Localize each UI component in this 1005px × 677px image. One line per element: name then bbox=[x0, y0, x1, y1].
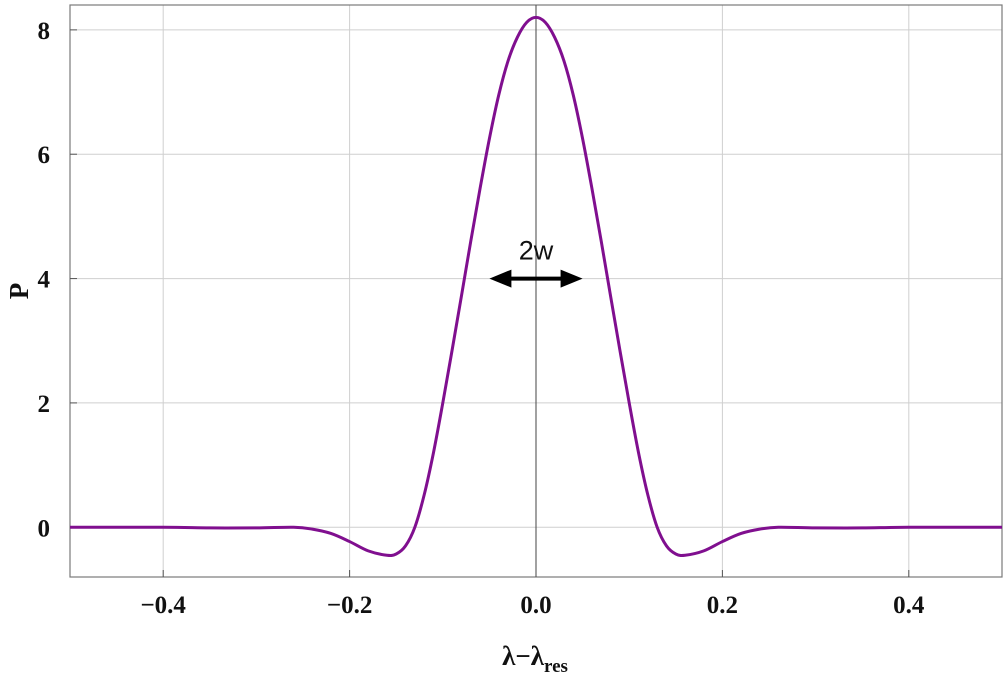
annotation-arrow-head-left-0 bbox=[489, 269, 512, 288]
y-tick-label-1: 2 bbox=[38, 391, 51, 418]
x-tick-label-3: 0.2 bbox=[707, 592, 738, 619]
annotations: 2w bbox=[489, 236, 583, 288]
y-tick-labels: 0 2 4 6 8 bbox=[38, 18, 51, 542]
x-tick-labels: −0.4 −0.2 0.0 0.2 0.4 bbox=[140, 592, 924, 619]
x-axis-label-subscript: res bbox=[544, 656, 568, 677]
x-axis-label-main: λ−λ bbox=[502, 641, 545, 671]
x-axis-label: λ−λres bbox=[502, 641, 568, 677]
y-tick-label-2: 4 bbox=[38, 267, 51, 294]
y-axis-label: P bbox=[4, 283, 34, 300]
x-tick-label-0: −0.4 bbox=[140, 592, 186, 619]
x-tick-label-1: −0.2 bbox=[327, 592, 373, 619]
curves bbox=[69, 15, 1003, 557]
series-line-0 bbox=[69, 15, 1003, 557]
annotation-arrow-head-right-0 bbox=[560, 269, 583, 288]
x-tick-label-4: 0.4 bbox=[893, 592, 925, 619]
axes bbox=[69, 4, 1003, 578]
x-tick-label-2: 0.0 bbox=[520, 592, 551, 619]
y-tick-label-0: 0 bbox=[38, 515, 51, 542]
y-tick-label-4: 8 bbox=[38, 18, 51, 45]
y-tick-label-3: 6 bbox=[38, 142, 51, 169]
annotation-label-0: 2w bbox=[519, 236, 554, 266]
